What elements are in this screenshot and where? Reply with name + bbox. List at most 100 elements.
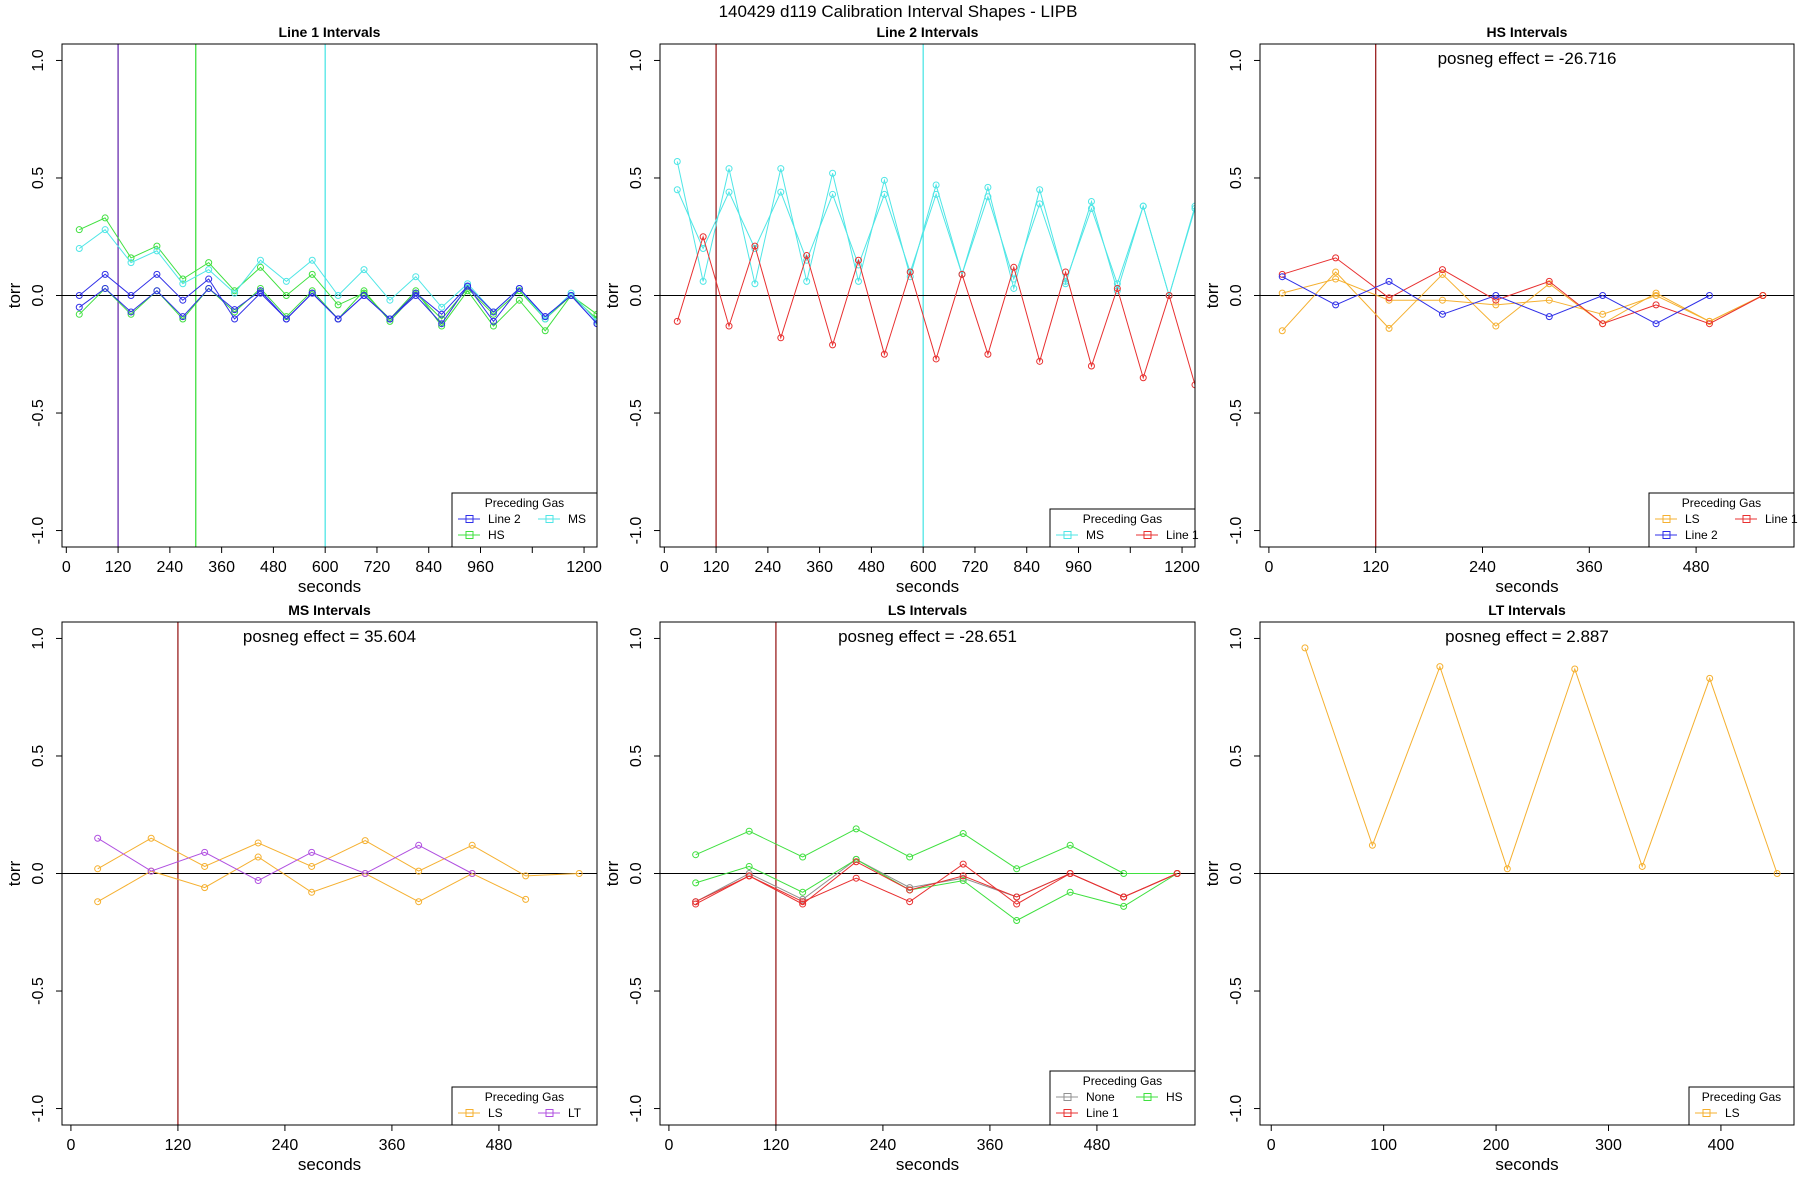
data-point-hs <box>75 226 83 234</box>
data-point-line-1 <box>1036 357 1044 365</box>
legend-entry-line-1: Line 1 <box>1765 512 1798 526</box>
data-point-hs <box>308 270 316 278</box>
y-tick-label: -1.0 <box>1228 517 1245 545</box>
data-point-line-2 <box>334 315 342 323</box>
x-axis-label: seconds <box>896 1155 959 1174</box>
x-tick-label: 0 <box>1264 559 1273 576</box>
data-point-line-1 <box>1278 270 1286 278</box>
data-point-line-1 <box>1332 254 1340 262</box>
panel-title: Line 1 Intervals <box>279 24 381 40</box>
data-point-ms <box>880 176 888 184</box>
data-point-line-1 <box>852 858 860 866</box>
data-point-ls <box>1332 275 1340 283</box>
data-point-line-1 <box>932 355 940 363</box>
x-tick-label: 120 <box>763 1137 790 1154</box>
x-tick-label: 480 <box>260 559 287 576</box>
data-point-hs <box>127 254 135 262</box>
y-tick-label: 0.5 <box>628 167 645 189</box>
data-point-ms <box>282 277 290 285</box>
legend-swatch-marker <box>545 515 554 523</box>
x-tick-label: 120 <box>165 1137 192 1154</box>
data-point-line-1 <box>745 872 753 880</box>
y-tick-label: 1.0 <box>30 49 47 71</box>
y-axis-label: torr <box>5 282 24 308</box>
y-tick-label: -0.5 <box>30 399 47 427</box>
legend-swatch-marker <box>1143 531 1152 539</box>
panel-title: LT Intervals <box>1488 602 1566 618</box>
data-point-hs <box>101 214 109 222</box>
data-point-hs <box>692 879 700 887</box>
data-point-ls <box>575 870 583 877</box>
data-point-ms <box>153 247 161 255</box>
data-point-ms <box>438 303 446 311</box>
series-line-line-1 <box>676 234 1195 385</box>
legend-swatch-marker <box>1702 1109 1711 1117</box>
legend-entry-hs: HS <box>488 528 505 542</box>
y-tick-label: 0.5 <box>1228 167 1245 189</box>
data-point-line-1 <box>1010 263 1018 271</box>
data-point-line-1 <box>1438 266 1446 274</box>
legend-swatch-marker <box>465 1109 474 1117</box>
data-point-line-2 <box>101 270 109 278</box>
series-line-lt <box>97 837 473 882</box>
data-point-ls <box>1773 870 1781 877</box>
data-point-ls <box>1385 324 1393 332</box>
data-point-ms <box>725 188 733 196</box>
chart-panel-ms-intervals: MS Intervals 0 120 240 360 480 seconds -1.0 -0.5… <box>5 602 598 1174</box>
legend-entry-ms: MS <box>568 512 586 526</box>
data-point-line-1 <box>1759 292 1767 299</box>
data-point-line-1 <box>854 256 862 264</box>
series-line-line-1 <box>1282 257 1764 325</box>
series-line-ls <box>1281 271 1764 332</box>
x-tick-label: 400 <box>1708 1137 1735 1154</box>
data-point-ms <box>699 277 707 285</box>
legend: Preceding Gas Line 2 MS HS <box>451 492 598 548</box>
data-point-ms <box>829 190 837 198</box>
legend-box <box>451 492 598 548</box>
panel-title: Line 2 Intervals <box>877 24 979 40</box>
x-tick-label: 0 <box>1267 1137 1276 1154</box>
legend-box <box>1688 1086 1795 1126</box>
x-tick-label: 240 <box>157 559 184 576</box>
data-point-ms <box>673 186 681 194</box>
y-tick-label: 0.5 <box>30 167 47 189</box>
series-line-ms <box>676 189 1195 298</box>
data-point-line-1 <box>1652 301 1660 309</box>
data-point-hs <box>179 275 187 283</box>
posneg-annotation: posneg effect = 35.604 <box>243 627 416 646</box>
data-point-ls <box>1438 270 1446 278</box>
data-point-line-1 <box>799 900 807 908</box>
posneg-annotation: posneg effect = -28.651 <box>838 627 1017 646</box>
data-point-hs <box>515 296 523 304</box>
data-point-line-2 <box>360 292 368 299</box>
data-point-hs <box>745 827 753 835</box>
data-point-line-1 <box>725 322 733 330</box>
data-point-ls <box>1438 296 1446 304</box>
data-point-line-1 <box>1385 294 1393 302</box>
data-point-ls <box>201 884 209 892</box>
data-point-line-1 <box>699 233 707 241</box>
data-point-ms <box>101 226 109 234</box>
data-point-line-1 <box>1066 870 1074 877</box>
data-point-line-1 <box>1545 277 1553 285</box>
data-point-ms <box>725 165 733 173</box>
data-point-hs <box>959 830 967 838</box>
x-tick-label: 1200 <box>566 559 602 576</box>
data-point-ls <box>415 898 423 906</box>
data-point-none <box>906 884 914 892</box>
data-point-lt <box>468 870 476 877</box>
chart-panel-ls-intervals: LS Intervals 0 120 240 360 480 seconds -1.0 -0.5… <box>603 602 1196 1174</box>
data-point-ls <box>1545 296 1553 304</box>
data-point-ms <box>854 277 862 285</box>
data-point-line-1 <box>777 334 785 342</box>
data-point-ls <box>201 862 209 870</box>
plot-area <box>62 44 597 547</box>
plot-area <box>660 44 1195 547</box>
legend-entry-hs: HS <box>1166 1090 1183 1104</box>
data-point-ms <box>932 190 940 198</box>
data-point-line-2 <box>515 284 523 292</box>
legend-swatch-marker <box>465 515 474 523</box>
data-point-line-2 <box>1278 273 1286 281</box>
data-point-ls <box>1492 301 1500 309</box>
